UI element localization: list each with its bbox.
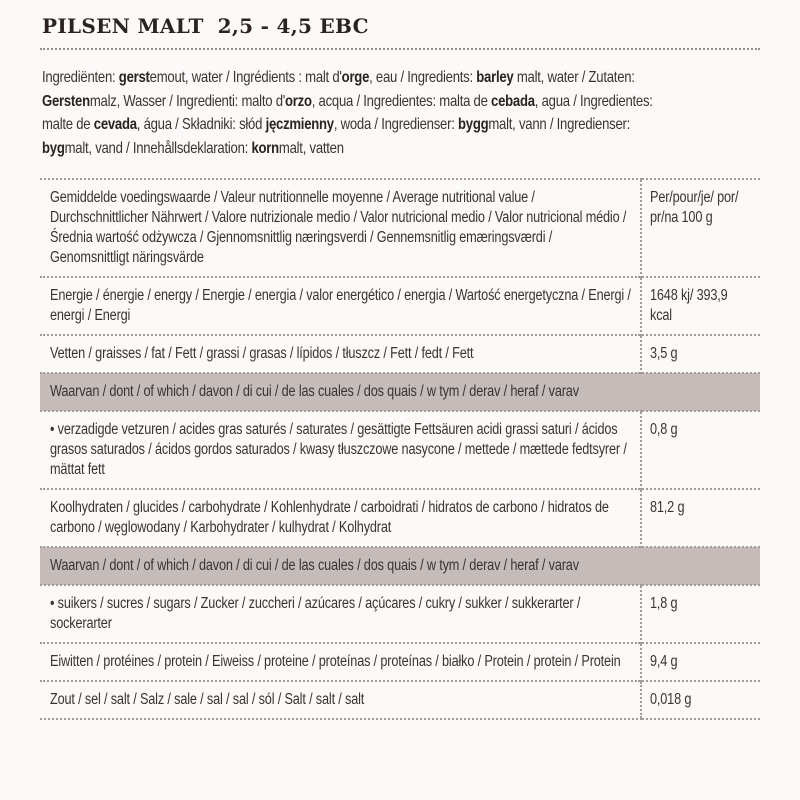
nutrient-value: 81,2 g [640, 488, 760, 547]
ingredient-text: , woda / Ingredienser: [333, 116, 459, 133]
nutrient-value-text: 9,4 g [650, 653, 678, 670]
ingredient-text: malt, vatten [278, 139, 344, 157]
nutrient-label: Zout / sel / salt / Salz / sale / sal / … [40, 680, 641, 720]
nutrient-value-text: 1648 kj/ 393,9 kcal [650, 287, 728, 324]
table-row: • suikers / sucres / sugars / Zucker / z… [40, 584, 760, 643]
ingredient-text: malt, vand / Innehållsdeklaration: [64, 139, 252, 157]
allergen-text: orzo [285, 92, 312, 110]
nutrient-label: • verzadigde vetzuren / acides gras satu… [40, 410, 641, 489]
nutrient-value: 0,8 g [640, 410, 760, 489]
allergen-text: cevada [93, 116, 137, 133]
ingredient-text: , água / Składniki: słód [136, 116, 266, 133]
nutrient-value-text: 0,018 g [650, 691, 692, 708]
nutrient-value-text: 0,8 g [650, 421, 678, 438]
nutrient-label: Energie / énergie / energy / Energie / e… [40, 276, 641, 335]
nutrient-label: Eiwitten / protéines / protein / Eiweiss… [40, 642, 641, 681]
ingredient-text: Ingrediënten: [42, 69, 119, 86]
table-row: Zout / sel / salt / Salz / sale / sal / … [40, 680, 760, 720]
nutrient-label-text: Vetten / graisses / fat / Fett / grassi … [50, 345, 474, 362]
allergen-text: barley [476, 69, 514, 86]
product-name: PILSEN MALT [42, 14, 204, 38]
nutrient-value [641, 372, 760, 411]
nutrient-label-text: Zout / sel / salt / Salz / sale / sal / … [50, 691, 365, 708]
product-title: PILSEN MALT 2,5 - 4,5 EBC [42, 14, 369, 38]
nutrient-value-text: 81,2 g [650, 499, 685, 516]
table-row: Vetten / graisses / fat / Fett / grassi … [40, 334, 760, 373]
allergen-text: jęczmienny [265, 116, 335, 133]
ingredient-text: malt, water / Zutaten: [513, 69, 635, 86]
ingredient-text: malt, vann / Ingredienser: [488, 116, 631, 133]
table-row: Eiwitten / protéines / protein / Eiweiss… [40, 642, 760, 681]
nutrient-label-text: • verzadigde vetzuren / acides gras satu… [50, 421, 627, 478]
table-row: • verzadigde vetzuren / acides gras satu… [40, 410, 760, 489]
table-row: Energie / énergie / energy / Energie / e… [40, 276, 760, 335]
allergen-text: gerst [118, 69, 150, 86]
nutrient-value: 1648 kj/ 393,9 kcal [640, 276, 760, 335]
nutrient-value-text: 1,8 g [650, 595, 678, 612]
nutrient-label-text: Koolhydraten / glucides / carbohydrate /… [50, 499, 609, 536]
ingredient-text: , eau / Ingredients: [369, 69, 477, 86]
divider [40, 48, 760, 50]
nutrient-value: Per/pour/je/ por/ pr/na 100 g [640, 178, 760, 277]
nutrient-label: Waarvan / dont / of which / davon / di c… [40, 372, 641, 411]
subheader-row: Waarvan / dont / of which / davon / di c… [40, 372, 760, 411]
allergen-text: byg [42, 139, 65, 157]
allergen-text: korn [251, 139, 279, 157]
ingredient-text: emout, water / Ingrédients : malt d' [149, 69, 342, 86]
ingredient-text: , acqua / Ingredientes: malta de [311, 92, 492, 110]
table-row: Gemiddelde voedingswaarde / Valeur nutri… [40, 178, 760, 277]
nutrient-label-text: Gemiddelde voedingswaarde / Valeur nutri… [50, 189, 627, 266]
nutrient-value-text: 3,5 g [650, 345, 678, 362]
ingredient-text: malz, Wasser / Ingredienti: malto d' [89, 92, 286, 110]
allergen-text: orge [341, 69, 370, 86]
table-row: Koolhydraten / glucides / carbohydrate /… [40, 488, 760, 547]
nutrition-table: Gemiddelde voedingswaarde / Valeur nutri… [40, 178, 760, 720]
subheader-row: Waarvan / dont / of which / davon / di c… [40, 546, 760, 585]
nutrient-value: 9,4 g [640, 642, 760, 681]
nutrient-label: Koolhydraten / glucides / carbohydrate /… [40, 488, 641, 547]
nutrient-label-text: Energie / énergie / energy / Energie / e… [50, 287, 631, 324]
allergen-text: bygg [458, 116, 489, 133]
nutrient-value-text: Per/pour/je/ por/ pr/na 100 g [650, 189, 739, 226]
ebc-range: 2,5 - 4,5 EBC [217, 14, 369, 38]
nutrient-value: 0,018 g [640, 680, 760, 720]
allergen-text: cebada [491, 92, 535, 110]
nutrient-label-text: • suikers / sucres / sugars / Zucker / z… [50, 595, 581, 632]
nutrient-label-text: Waarvan / dont / of which / davon / di c… [50, 557, 579, 574]
nutrient-value [641, 546, 760, 585]
nutrient-label-text: Eiwitten / protéines / protein / Eiweiss… [50, 653, 621, 670]
nutrient-label: Waarvan / dont / of which / davon / di c… [40, 546, 641, 585]
nutrient-label-text: Waarvan / dont / of which / davon / di c… [50, 383, 579, 400]
nutrient-value: 1,8 g [640, 584, 760, 643]
ingredients-text: Ingrediënten: gerstemout, water / Ingréd… [42, 66, 665, 160]
allergen-text: Gersten [42, 92, 90, 110]
nutrient-label: Gemiddelde voedingswaarde / Valeur nutri… [40, 178, 641, 277]
nutrient-label: • suikers / sucres / sugars / Zucker / z… [40, 584, 641, 643]
nutrient-value: 3,5 g [640, 334, 760, 373]
nutrient-label: Vetten / graisses / fat / Fett / grassi … [40, 334, 641, 373]
ingredient-text: , agua / Ingredientes: malte de [42, 92, 653, 134]
